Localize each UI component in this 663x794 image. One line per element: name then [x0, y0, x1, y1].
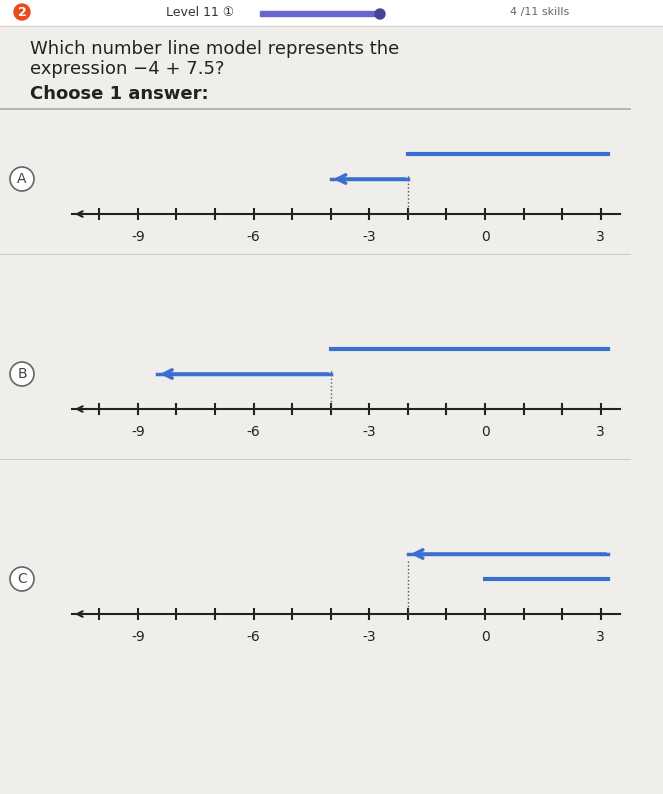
Text: C: C: [17, 572, 27, 586]
Text: 4 /11 skills: 4 /11 skills: [511, 7, 570, 17]
Text: -9: -9: [131, 230, 145, 244]
Text: Level 11 ①: Level 11 ①: [166, 6, 234, 18]
Text: A: A: [17, 172, 27, 186]
Text: 3: 3: [596, 230, 605, 244]
Circle shape: [10, 167, 34, 191]
Text: -9: -9: [131, 630, 145, 644]
Bar: [260, 11, 380, 16]
Circle shape: [14, 4, 30, 20]
Text: Choose 1 answer:: Choose 1 answer:: [30, 85, 209, 103]
Text: B: B: [17, 367, 27, 381]
Bar: [0, 0, 663, 24]
Text: -3: -3: [363, 425, 376, 439]
Text: -3: -3: [363, 230, 376, 244]
Text: Which number line model represents the: Which number line model represents the: [30, 40, 399, 58]
Text: -6: -6: [247, 630, 261, 644]
Circle shape: [10, 362, 34, 386]
Circle shape: [375, 9, 385, 19]
Text: -6: -6: [247, 230, 261, 244]
Text: 3: 3: [596, 425, 605, 439]
Text: -6: -6: [247, 425, 261, 439]
Text: 0: 0: [481, 230, 489, 244]
Text: -3: -3: [363, 630, 376, 644]
Text: 2: 2: [18, 6, 27, 18]
Text: expression −4 + 7.5?: expression −4 + 7.5?: [30, 60, 225, 78]
Text: 0: 0: [481, 630, 489, 644]
Text: 3: 3: [596, 630, 605, 644]
Text: 0: 0: [481, 425, 489, 439]
Text: -9: -9: [131, 425, 145, 439]
Circle shape: [10, 567, 34, 591]
